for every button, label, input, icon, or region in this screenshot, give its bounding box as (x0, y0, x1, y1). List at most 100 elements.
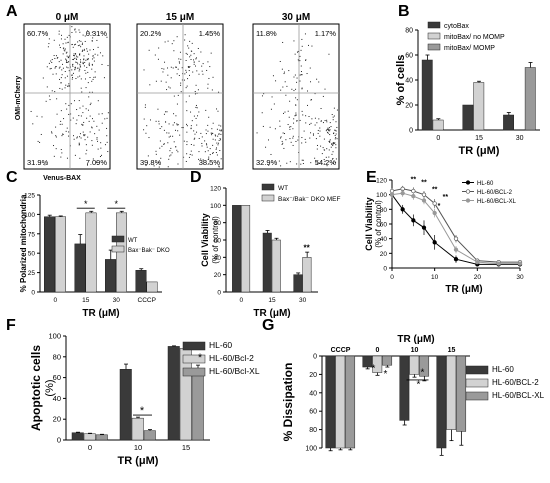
event-dot (76, 61, 78, 63)
event-dot (61, 123, 63, 125)
data-point (421, 225, 427, 230)
event-dot (207, 61, 209, 63)
event-dot (51, 90, 53, 92)
event-dot (56, 57, 58, 59)
event-dot (172, 135, 174, 137)
event-dot (216, 128, 218, 130)
event-dot (314, 157, 316, 159)
event-dot (55, 66, 57, 68)
event-dot (282, 132, 284, 134)
event-dot (165, 81, 167, 83)
event-dot (78, 70, 80, 72)
event-dot (78, 100, 80, 102)
event-dot (321, 153, 323, 155)
event-dot (288, 116, 290, 118)
event-dot (163, 129, 165, 131)
event-dot (216, 142, 218, 144)
event-dot (159, 128, 161, 130)
event-dot (80, 137, 82, 139)
event-dot (180, 91, 182, 93)
event-dot (155, 120, 157, 122)
event-dot (68, 135, 70, 137)
event-dot (79, 65, 81, 67)
quadrant-lr-value: 54.2% (315, 158, 337, 167)
y-tick-label: 100 (48, 332, 61, 341)
event-dot (101, 113, 103, 115)
event-dot (295, 140, 297, 142)
y-tick-label: 120 (376, 178, 387, 185)
event-dot (193, 115, 195, 117)
event-dot (149, 119, 151, 121)
significance-marker: * (84, 199, 88, 209)
event-dot (278, 160, 280, 162)
event-dot (316, 148, 318, 150)
event-dot (294, 115, 296, 117)
event-dot (79, 157, 81, 159)
event-dot (292, 128, 294, 130)
bar (167, 346, 180, 441)
event-dot (274, 128, 276, 130)
event-dot (329, 140, 331, 142)
bar (293, 274, 303, 293)
event-dot (326, 131, 328, 133)
event-dot (143, 129, 145, 131)
event-dot (79, 63, 81, 65)
event-dot (101, 63, 103, 65)
event-dot (183, 140, 185, 142)
event-dot (82, 34, 84, 36)
event-dot (161, 68, 163, 70)
data-point (432, 210, 437, 216)
event-dot (62, 53, 64, 55)
y-tick-label: 20 (380, 251, 388, 258)
data-point (400, 207, 405, 212)
event-dot (68, 85, 70, 87)
event-dot (169, 155, 171, 157)
event-dot (157, 108, 159, 110)
event-dot (72, 72, 74, 74)
event-dot (263, 93, 265, 95)
event-dot (211, 134, 213, 136)
bar (116, 212, 127, 293)
event-dot (81, 124, 83, 126)
y-tick-label: 60 (380, 222, 388, 229)
event-dot (328, 53, 330, 55)
x-tick-label: 15 (448, 347, 456, 354)
event-dot (289, 126, 291, 128)
y-tick-label: 80 (309, 427, 317, 434)
event-dot (39, 141, 41, 143)
event-dot (91, 80, 93, 82)
event-dot (217, 110, 219, 112)
event-dot (93, 60, 95, 62)
event-dot (73, 53, 75, 55)
event-dot (93, 76, 95, 78)
y-tick-label: 0 (383, 266, 387, 273)
event-dot (79, 54, 81, 56)
event-dot (185, 87, 187, 89)
event-dot (89, 131, 91, 133)
event-dot (89, 104, 91, 106)
event-dot (314, 117, 316, 119)
event-dot (316, 161, 318, 163)
legend-swatch (465, 378, 489, 388)
event-dot (190, 58, 192, 60)
event-dot (165, 121, 167, 123)
panel-letter-e: E (366, 169, 377, 186)
event-dot (58, 61, 60, 63)
significance-marker: ** (411, 176, 417, 183)
event-dot (218, 91, 220, 93)
event-dot (55, 136, 57, 138)
flow-plot-title: 30 μM (282, 12, 310, 23)
event-dot (210, 132, 212, 134)
event-dot (57, 56, 59, 58)
significance-marker: * (384, 369, 388, 380)
event-dot (83, 121, 85, 123)
event-dot (173, 95, 175, 97)
event-dot (74, 53, 76, 55)
event-dot (87, 32, 89, 34)
y-tick-label: 0 (409, 128, 413, 135)
significance-marker: * (140, 405, 145, 417)
event-dot (218, 165, 220, 167)
event-dot (327, 127, 329, 129)
bar (436, 355, 447, 449)
event-dot (73, 100, 75, 102)
